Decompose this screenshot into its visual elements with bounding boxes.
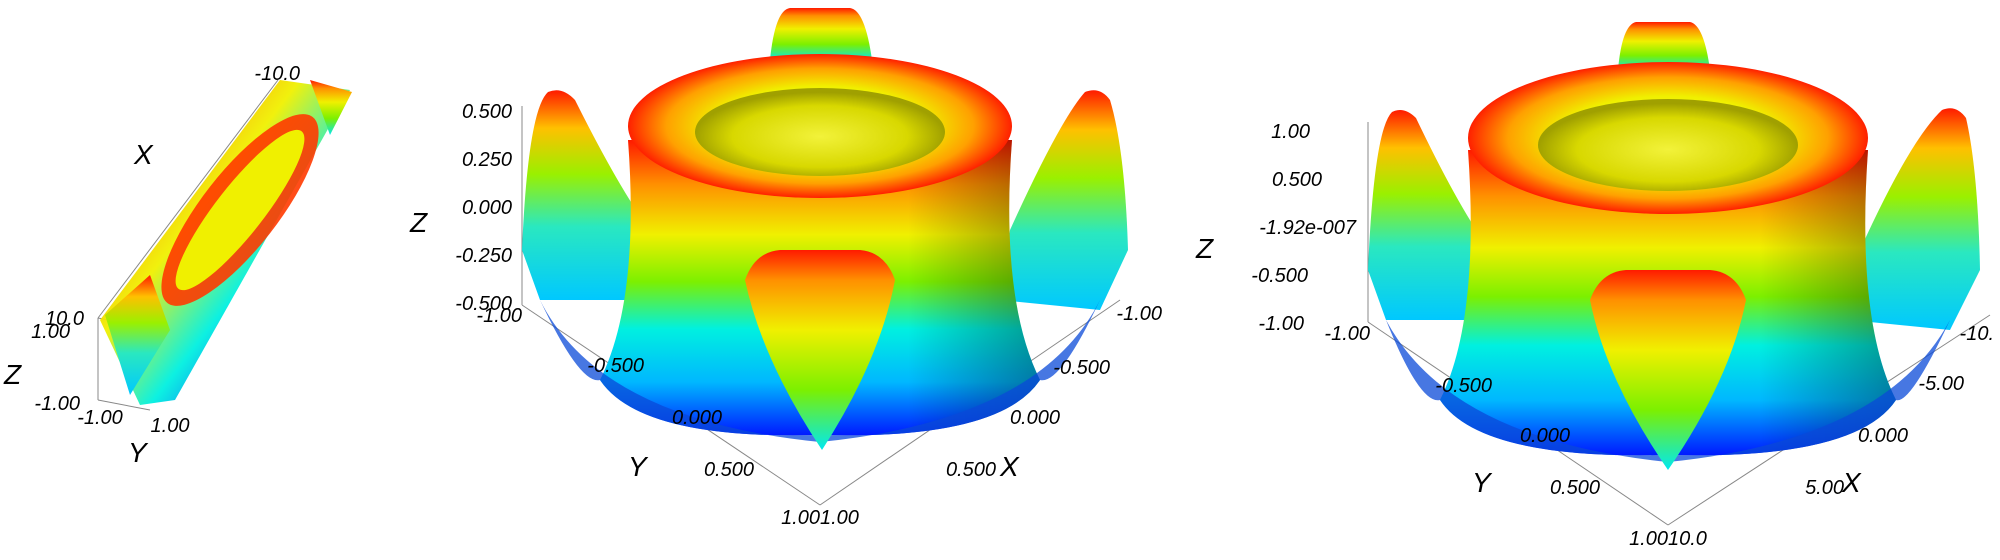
z-tick-label: -0.250 [455,245,512,267]
left-surface-plot: 1.00 -1.00-1.00 1.00 -10.0 10.0 X Y Z [3,63,352,468]
x-tick-label: 1.00 [820,507,859,529]
y-tick-label: -1.00 [1324,323,1370,345]
middle-surface-plot: 0.5000.2500.000-0.250-0.500-1.00-0.5000.… [409,8,1162,529]
z-tick-label: -1.00 [34,393,80,415]
x-tick-label: -0.500 [1053,357,1110,379]
y-tick-label: -1.00 [77,407,123,429]
x-tick-label: -5.00 [1918,373,1964,395]
x-tick-label: 10.0 [1668,528,1707,550]
x-tick-label: 0.500 [946,459,996,481]
z-tick-label: -0.500 [1251,265,1308,287]
x-tick-label: 5.00 [1805,477,1844,499]
y-tick-label: 0.500 [704,459,754,481]
z-tick-label: 0.000 [462,197,512,219]
y-tick-label: 0.000 [1520,425,1570,447]
x-tick-label: -1.00 [1116,303,1162,325]
right-surface-plot: 1.00 0.500 -1.92e-007 -0.500 -1.00 -1.00 -0.50… [1195,22,1994,550]
middle-surface [522,8,1128,450]
left-surface [100,80,352,405]
z-tick-label: 1.00 [1271,121,1310,143]
middle-tick-labels: 0.5000.2500.000-0.250-0.500-1.00-0.5000.… [455,101,1162,529]
z-tick-label: -1.92e-007 [1259,217,1357,239]
z-tick-label: 1.00 [31,321,70,343]
middle-y-axis-label: Y [628,451,649,482]
x-tick-label: -10. [1960,323,1994,345]
left-y-axis-label: Y [128,437,149,468]
y-tick-label: 1.00 [781,507,820,529]
y-tick-label: -1.00 [476,305,522,327]
x-tick-label: 10.0 [45,308,84,330]
x-tick-label: 0.000 [1010,407,1060,429]
y-tick-label: -0.500 [1435,375,1492,397]
middle-x-axis-label: X [999,451,1020,482]
z-tick-label: 0.500 [1272,169,1322,191]
left-z-axis-label: Z [3,359,22,390]
left-tick-labels: 1.00 -1.00-1.00 1.00 -10.0 10.0 [31,63,300,437]
y-tick-label: 0.000 [672,407,722,429]
y-tick-label: 0.500 [1550,477,1600,499]
y-tick-label: -0.500 [587,355,644,377]
right-z-axis-label: Z [1195,233,1214,264]
x-tick-label: -10.0 [254,63,300,85]
z-tick-label: -1.00 [1258,313,1304,335]
right-y-axis-label: Y [1472,467,1493,498]
y-tick-label: 1.00 [151,415,190,437]
right-tick-labels: 1.00 0.500 -1.92e-007 -0.500 -1.00 -1.00 -0.50… [1251,121,1994,550]
z-tick-label: 0.500 [462,101,512,123]
left-x-axis-label: X [133,139,154,170]
middle-z-axis-label: Z [409,207,428,238]
x-tick-label: 0.000 [1858,425,1908,447]
y-tick-label: 1.00 [1629,528,1668,550]
z-tick-label: 0.250 [462,149,512,171]
right-surface [1368,22,1980,470]
z-tick-label: -0.500 [455,293,512,315]
right-x-axis-label: X [1841,467,1862,498]
